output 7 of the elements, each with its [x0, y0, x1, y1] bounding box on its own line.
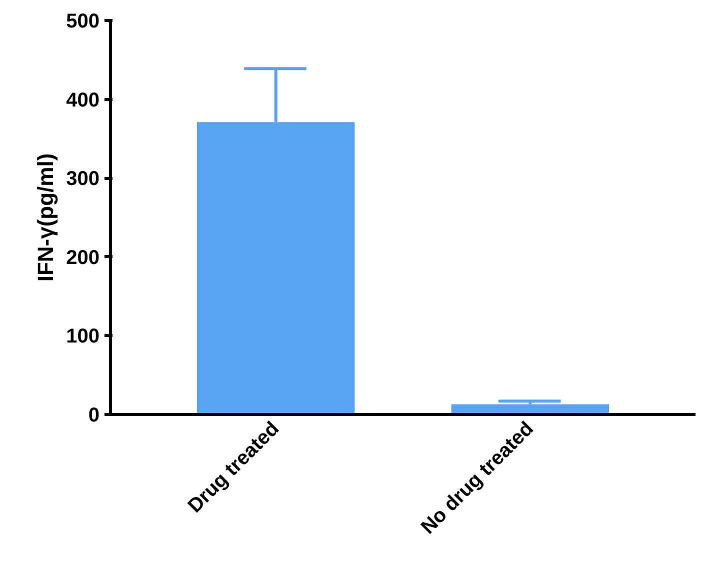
y-tick-label: 500	[66, 10, 100, 32]
y-tick-label: 200	[66, 246, 100, 269]
y-tick-label: 300	[66, 168, 100, 190]
y-tick-label: 100	[66, 326, 100, 348]
y-tick-label: 400	[66, 89, 100, 112]
y-tick-label: 0	[88, 404, 100, 426]
y-axis-title: IFN-γ(pg/ml)	[33, 153, 58, 282]
